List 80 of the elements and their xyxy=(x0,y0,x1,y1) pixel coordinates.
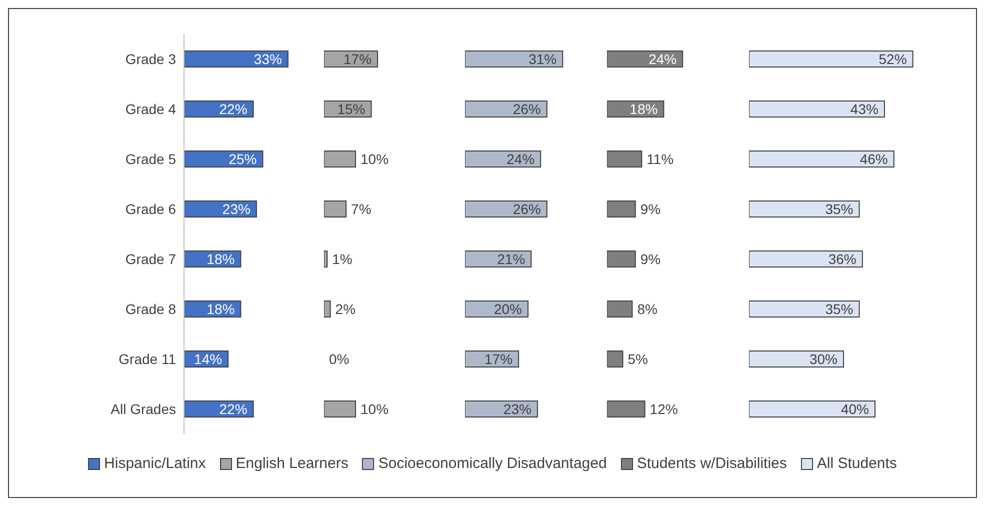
data-label: 18% xyxy=(206,300,235,317)
data-label: 26% xyxy=(512,100,541,117)
data-label: 18% xyxy=(630,100,658,117)
data-label: 24% xyxy=(648,50,677,67)
bar xyxy=(607,50,684,68)
bar xyxy=(607,250,636,268)
data-label: 35% xyxy=(825,300,854,317)
bar xyxy=(607,150,642,168)
data-label: 9% xyxy=(640,200,661,217)
data-label: 2% xyxy=(335,300,356,317)
data-label: 15% xyxy=(337,100,366,117)
bar xyxy=(749,250,863,268)
y-tick-label: All Grades xyxy=(110,400,176,417)
data-label: 43% xyxy=(850,100,878,117)
legend-label: Students w/Disabilities xyxy=(636,455,787,472)
data-label: 52% xyxy=(878,50,907,67)
legend-label: English Learners xyxy=(236,455,348,472)
y-tick-label: Grade 6 xyxy=(125,200,176,217)
legend-label: Socioeconomically Disadvantaged xyxy=(378,455,607,472)
legend-label: Hispanic/Latinx xyxy=(104,455,206,472)
bar xyxy=(465,400,538,418)
data-label: 22% xyxy=(219,400,248,417)
data-label: 11% xyxy=(646,150,674,167)
bar xyxy=(749,350,844,368)
data-label: 7% xyxy=(351,200,372,217)
data-label: 33% xyxy=(254,50,282,67)
bar xyxy=(749,150,894,168)
y-tick-label: Grade 5 xyxy=(125,150,176,167)
bar xyxy=(749,400,876,418)
bar xyxy=(465,100,548,118)
data-label: 24% xyxy=(506,150,535,167)
bar xyxy=(749,100,885,118)
bar xyxy=(324,200,347,218)
bar xyxy=(324,150,356,168)
bar xyxy=(324,300,331,318)
data-label: 9% xyxy=(640,250,661,267)
bar xyxy=(465,50,564,68)
data-label: 21% xyxy=(497,250,526,267)
bar xyxy=(324,400,356,418)
bar xyxy=(749,300,860,318)
bar xyxy=(324,250,328,268)
data-label: 46% xyxy=(860,150,888,167)
y-tick-label: Grade 7 xyxy=(125,250,176,267)
data-label: 23% xyxy=(222,200,250,217)
bar xyxy=(607,350,624,368)
data-label: 18% xyxy=(206,250,235,267)
data-label: 25% xyxy=(228,150,257,167)
y-tick-label: Grade 4 xyxy=(125,100,176,117)
data-label: 22% xyxy=(219,100,248,117)
data-label: 14% xyxy=(194,350,222,367)
data-label: 10% xyxy=(360,400,389,417)
data-label: 31% xyxy=(528,50,557,67)
data-label: 35% xyxy=(825,200,854,217)
data-label: 17% xyxy=(344,50,372,67)
data-label: 0% xyxy=(329,350,350,367)
bar xyxy=(607,200,636,218)
data-label: 12% xyxy=(650,400,678,417)
data-label: 20% xyxy=(494,300,522,317)
bar xyxy=(184,50,288,68)
data-label: 23% xyxy=(503,400,532,417)
data-label: 36% xyxy=(828,250,856,267)
bar xyxy=(749,200,860,218)
data-label: 17% xyxy=(484,350,513,367)
bar xyxy=(465,150,542,168)
data-label: 26% xyxy=(512,200,541,217)
bar xyxy=(184,150,264,168)
data-label: 5% xyxy=(628,350,648,367)
data-label: 1% xyxy=(332,250,352,267)
legend-label: All Students xyxy=(816,455,897,472)
bar xyxy=(749,50,914,68)
data-label: 10% xyxy=(360,150,389,167)
bar xyxy=(607,300,633,318)
data-label: 40% xyxy=(840,400,869,417)
y-tick-label: Grade 11 xyxy=(118,350,176,367)
bar xyxy=(607,400,646,418)
y-tick-label: Grade 3 xyxy=(125,50,176,67)
bar xyxy=(465,200,548,218)
data-label: 8% xyxy=(637,300,658,317)
data-label: 30% xyxy=(809,350,838,367)
y-tick-label: Grade 8 xyxy=(125,300,176,317)
